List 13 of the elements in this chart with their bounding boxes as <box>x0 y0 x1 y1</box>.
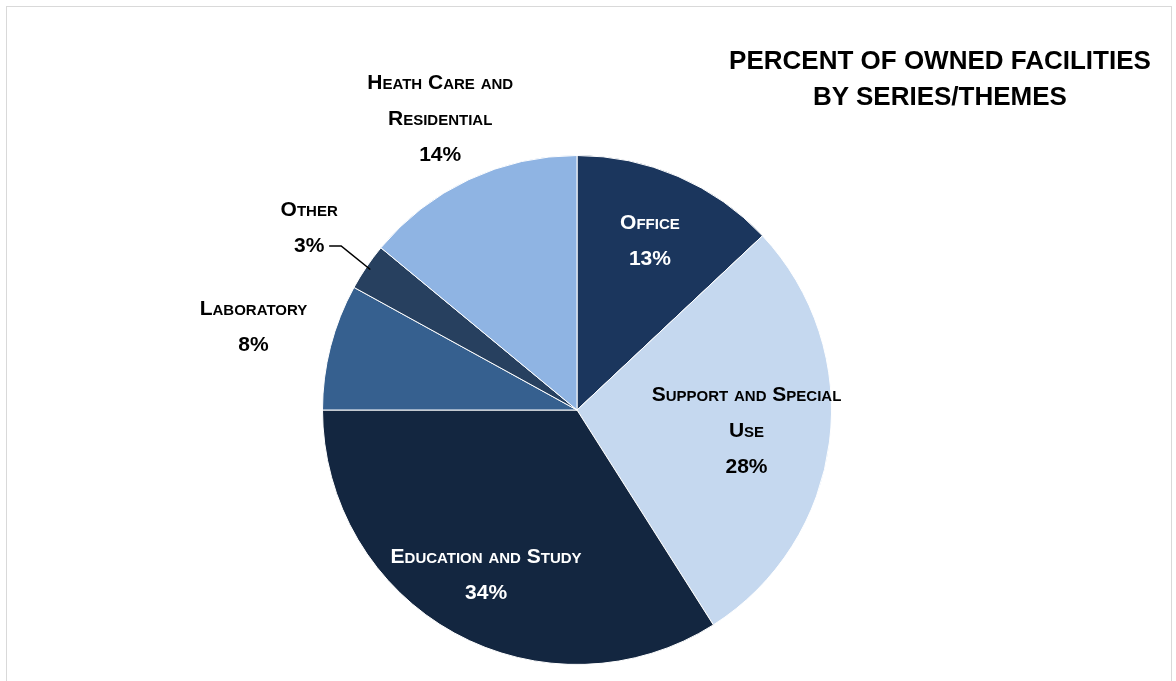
slice-label: Heath Care and Residential <box>367 70 514 130</box>
slice-label: Education and Study <box>390 544 582 568</box>
data-label: 8% <box>238 331 269 355</box>
data-label: 14% <box>419 142 462 166</box>
slice-label: Other <box>280 196 338 220</box>
slice-label: Support and Special Use <box>651 382 842 442</box>
data-label: 3% <box>293 232 325 256</box>
slice-label: Office <box>620 210 680 234</box>
data-label: 13% <box>628 246 672 270</box>
slice-label: Laboratory <box>199 295 308 319</box>
data-label: 28% <box>725 454 768 478</box>
data-label: 34% <box>465 580 508 604</box>
text: PERCENT OF OWNED FACILITIES BY SERIES/THEMES <box>728 44 1152 113</box>
